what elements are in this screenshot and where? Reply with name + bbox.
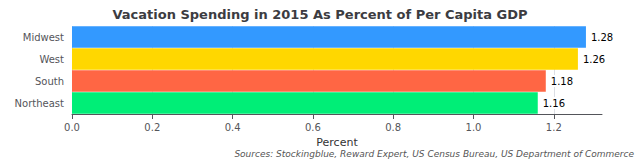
svg-text:0.0: 0.0 bbox=[64, 122, 80, 133]
svg-text:0.8: 0.8 bbox=[385, 122, 401, 133]
svg-text:Midwest: Midwest bbox=[23, 32, 64, 43]
svg-text:Sources: Stockingblue, Reward: Sources: Stockingblue, Reward Expert, US… bbox=[234, 149, 634, 159]
svg-text:1.18: 1.18 bbox=[551, 76, 573, 87]
svg-text:1.26: 1.26 bbox=[583, 54, 605, 65]
svg-text:0.2: 0.2 bbox=[144, 122, 160, 133]
svg-text:1.16: 1.16 bbox=[543, 98, 565, 109]
svg-text:1.0: 1.0 bbox=[466, 122, 482, 133]
svg-text:0.6: 0.6 bbox=[305, 122, 321, 133]
svg-text:1.2: 1.2 bbox=[546, 122, 562, 133]
svg-text:South: South bbox=[35, 76, 64, 87]
svg-text:Percent: Percent bbox=[316, 136, 358, 149]
svg-text:1.28: 1.28 bbox=[591, 32, 613, 43]
svg-text:Vacation Spending in 2015 As P: Vacation Spending in 2015 As Percent of … bbox=[112, 7, 527, 22]
svg-text:0.4: 0.4 bbox=[225, 122, 241, 133]
svg-text:Northeast: Northeast bbox=[15, 98, 64, 109]
svg-text:West: West bbox=[39, 54, 64, 65]
